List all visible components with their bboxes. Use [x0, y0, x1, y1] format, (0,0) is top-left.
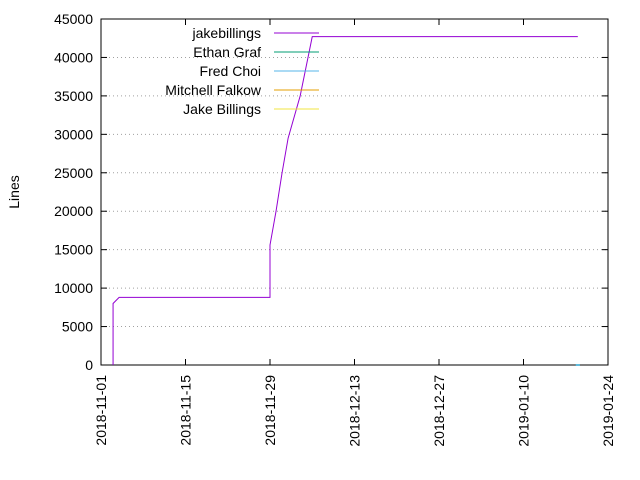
- x-tick-label: 2019-01-10: [516, 375, 532, 447]
- x-tick-label: 2018-12-27: [431, 375, 447, 447]
- x-tick-label: 2018-11-29: [262, 375, 278, 446]
- y-tick-label: 5000: [62, 319, 93, 335]
- x-tick-label: 2018-12-13: [347, 375, 363, 447]
- y-tick-label: 20000: [54, 203, 93, 219]
- y-tick-label: 35000: [54, 88, 93, 104]
- y-tick-label: 45000: [54, 11, 93, 27]
- legend-label: Jake Billings: [183, 101, 261, 117]
- y-tick-label: 30000: [54, 126, 93, 142]
- x-tick-label: 2019-01-24: [600, 375, 616, 447]
- legend: jakebillings Ethan Graf Fred Choi Mitchell …: [165, 25, 319, 117]
- x-tick-label: 2018-11-01: [93, 375, 109, 446]
- plot-frame: [100, 18, 609, 366]
- y-tick-label: 10000: [54, 280, 93, 296]
- y-tick-label: 0: [85, 357, 93, 373]
- legend-label: Fred Choi: [200, 63, 261, 79]
- grid-lines: [101, 56, 608, 328]
- y-tick-label: 40000: [54, 49, 93, 65]
- legend-label: Mitchell Falkow: [165, 82, 262, 98]
- legend-label: Ethan Graf: [193, 44, 261, 60]
- x-tick-label: 2018-11-15: [178, 375, 194, 446]
- y-tick-label: 25000: [54, 165, 93, 181]
- series-line: [112, 36, 578, 365]
- series-lines: [112, 36, 580, 366]
- axes: 0 5000 10000 15000 20000 25000 30000 35000 40000…: [54, 11, 616, 447]
- y-axis-title: Lines: [6, 175, 22, 208]
- legend-label: jakebillings: [192, 25, 261, 41]
- y-tick-label: 15000: [54, 242, 93, 258]
